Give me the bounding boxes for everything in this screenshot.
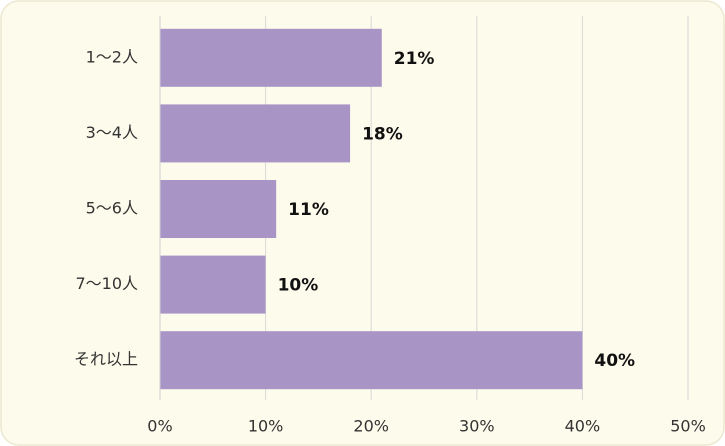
- x-tick-label: 0%: [147, 417, 172, 436]
- bar: [160, 104, 351, 163]
- x-tick-label: 10%: [248, 417, 284, 436]
- value-label: 10%: [278, 276, 319, 296]
- bar: [160, 180, 277, 238]
- y-tick-label: 7〜10人: [75, 274, 138, 293]
- y-tick-label: 3〜4人: [86, 123, 138, 142]
- bar: [160, 331, 583, 390]
- x-tick-label: 50%: [670, 417, 706, 436]
- y-tick-label: それ以上: [74, 350, 138, 369]
- value-label: 21%: [394, 49, 435, 69]
- x-tick-label: 20%: [353, 417, 389, 436]
- y-tick-label: 5〜6人: [86, 199, 138, 218]
- value-label: 11%: [288, 200, 329, 220]
- x-tick-label: 30%: [459, 417, 495, 436]
- y-tick-label: 1〜2人: [86, 47, 138, 66]
- bar: [160, 255, 266, 314]
- x-tick-label: 40%: [565, 417, 601, 436]
- value-label: 40%: [594, 351, 635, 371]
- value-label: 18%: [362, 124, 403, 144]
- bar: [160, 28, 382, 87]
